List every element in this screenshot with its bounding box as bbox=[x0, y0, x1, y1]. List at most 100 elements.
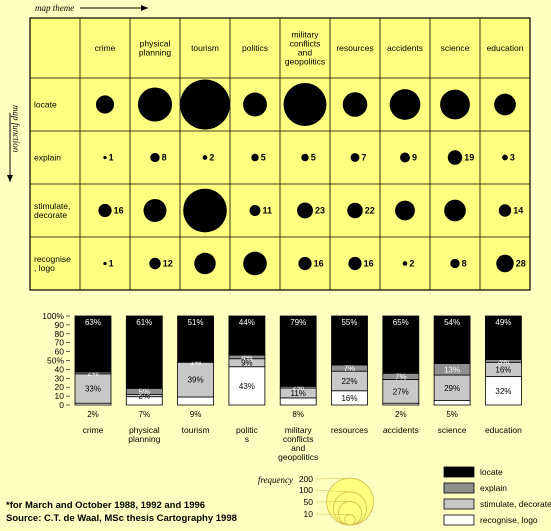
bubble-value-2-8: 14 bbox=[513, 206, 523, 216]
bubble-value-0-0: 30 bbox=[100, 100, 110, 110]
footnote-period: *for March and October 1988, 1992 and 19… bbox=[6, 500, 205, 511]
bar-value-0-1: 33% bbox=[85, 385, 101, 394]
bar-category-line: science bbox=[438, 425, 467, 435]
bar-value-3-1: 9% bbox=[241, 359, 253, 368]
function-label-1: explain bbox=[34, 153, 61, 163]
theme-header-0-line: crime bbox=[95, 43, 116, 53]
bar-segment-7-3 bbox=[433, 315, 471, 364]
bubble-0-4 bbox=[283, 83, 327, 126]
function-label-0: locate bbox=[34, 100, 57, 110]
bar-value-2-3: 51% bbox=[188, 318, 204, 327]
bubble-value-2-0: 16 bbox=[114, 206, 124, 216]
y-tick-label: 80 bbox=[55, 329, 65, 339]
bar-value-6-3: 65% bbox=[393, 318, 409, 327]
theme-header-4-line: conflicts bbox=[290, 39, 321, 49]
bar-segment-4-0 bbox=[279, 397, 317, 406]
bubbles: 30 106 228 52 168 55 86 81 431 8 2 5 5 7 9 19 316 48 174 11… bbox=[95, 79, 526, 276]
bar-category-7: science bbox=[438, 425, 467, 435]
theme-header-8-line: education bbox=[487, 43, 524, 53]
theme-header-2-line: tourism bbox=[191, 43, 219, 53]
size-legend-leader bbox=[315, 477, 351, 480]
bubble-3-4 bbox=[298, 256, 312, 271]
bubble-0-5 bbox=[342, 92, 368, 117]
function-label-line: decorate bbox=[34, 210, 67, 220]
bubble-value-2-6: 36 bbox=[400, 206, 410, 216]
bubble-value-2-4: 23 bbox=[315, 206, 325, 216]
bubble-value-0-3: 52 bbox=[250, 100, 260, 110]
bubble-2-4 bbox=[297, 202, 313, 219]
bubble-value-1-6: 9 bbox=[412, 153, 417, 163]
bubble-value-1-5: 7 bbox=[361, 153, 366, 163]
x-axis-title: map theme bbox=[35, 3, 74, 13]
bar-value-7-3: 54% bbox=[444, 318, 460, 327]
bubble-value-0-7: 81 bbox=[450, 100, 460, 110]
bar-categories: crime physical planning tourism politic s mili… bbox=[83, 425, 522, 462]
size-legend-value-1: 100 bbox=[299, 485, 313, 495]
y-tick-label: 60 bbox=[55, 347, 65, 357]
bar-category-line: crime bbox=[83, 425, 104, 435]
bubble-3-8 bbox=[496, 254, 514, 273]
bar-value-7-2: 13% bbox=[444, 365, 460, 374]
legend-swatch-0 bbox=[443, 466, 475, 478]
bar-value-4-3: 79% bbox=[290, 318, 306, 327]
function-labels: locate explain stimulate, decorate recognise… bbox=[34, 100, 71, 274]
bar-value-0-0: 2% bbox=[87, 410, 99, 419]
theme-header-5-line: resources bbox=[336, 43, 373, 53]
bubble-value-2-7: 43 bbox=[450, 206, 460, 216]
theme-header-3: politics bbox=[242, 43, 268, 53]
function-label-line: , logo bbox=[34, 263, 55, 273]
bar-category-6: accidents bbox=[383, 425, 419, 435]
bubble-2-1 bbox=[143, 199, 167, 222]
bubble-value-0-5: 55 bbox=[350, 100, 360, 110]
bar-segment-7-0 bbox=[433, 400, 471, 406]
bar-category-8: education bbox=[485, 425, 522, 435]
theme-header-6-line: accidents bbox=[387, 43, 423, 53]
matrix-grid bbox=[30, 18, 531, 291]
bubble-value-1-4: 5 bbox=[311, 153, 316, 163]
bar-segment-4-3 bbox=[279, 315, 317, 387]
bar-category-4: military conflicts and geopolitics bbox=[278, 425, 318, 462]
y-tick-label: 0 bbox=[59, 400, 64, 410]
bubble-2-6 bbox=[395, 200, 415, 221]
bubble-0-1 bbox=[137, 87, 173, 122]
bar-value-8-0: 32% bbox=[495, 387, 511, 396]
y-tick-label: 10 bbox=[55, 391, 65, 401]
bar-value-0-3: 63% bbox=[85, 318, 101, 327]
bubble-1-3 bbox=[251, 153, 259, 162]
bar-segment-2-1 bbox=[177, 361, 215, 398]
bubble-value-3-6: 2 bbox=[409, 259, 414, 269]
theme-header-4-line: geopolitics bbox=[285, 57, 325, 67]
bar-value-4-0: 8% bbox=[292, 410, 304, 419]
bar-value-6-1: 27% bbox=[393, 387, 409, 396]
bubble-3-6 bbox=[402, 261, 408, 266]
bubble-3-2 bbox=[194, 252, 216, 275]
bar-value-5-2: 7% bbox=[344, 364, 356, 373]
theme-header-6: accidents bbox=[387, 43, 423, 53]
function-label-line: explain bbox=[34, 153, 61, 163]
legend-swatch-3 bbox=[443, 514, 475, 526]
bar-category-1: physical planning bbox=[128, 425, 160, 444]
theme-header-8: education bbox=[487, 43, 524, 53]
function-label-line: recognise bbox=[34, 254, 71, 264]
bar-category-line: geopolitics bbox=[278, 452, 318, 462]
bubble-value-0-2: 228 bbox=[197, 100, 212, 110]
bubble-0-2 bbox=[180, 79, 230, 130]
bubble-value-2-5: 22 bbox=[365, 206, 375, 216]
theme-header-7-line: science bbox=[441, 43, 470, 53]
function-label-line: locate bbox=[34, 100, 57, 110]
bubble-value-3-5: 16 bbox=[364, 259, 374, 269]
footnote-source: Source: C.T. de Waal, MSc thesis Cartogr… bbox=[6, 513, 237, 524]
bubble-value-3-8: 28 bbox=[516, 259, 526, 269]
bubble-1-5 bbox=[350, 153, 360, 162]
bar-value-0-2: 2% bbox=[87, 369, 99, 378]
legend-label-3: recognise, logo bbox=[480, 515, 538, 525]
size-legend-leader bbox=[315, 513, 351, 515]
size-legend-title: frequency bbox=[258, 475, 293, 485]
theme-header-4-line: military bbox=[292, 30, 320, 40]
bar-value-8-2: 3% bbox=[498, 357, 510, 366]
theme-header-0: crime bbox=[95, 43, 116, 53]
bubble-2-7 bbox=[444, 199, 466, 222]
bar-category-line: s bbox=[245, 434, 249, 444]
bar-value-5-1: 22% bbox=[341, 377, 357, 386]
